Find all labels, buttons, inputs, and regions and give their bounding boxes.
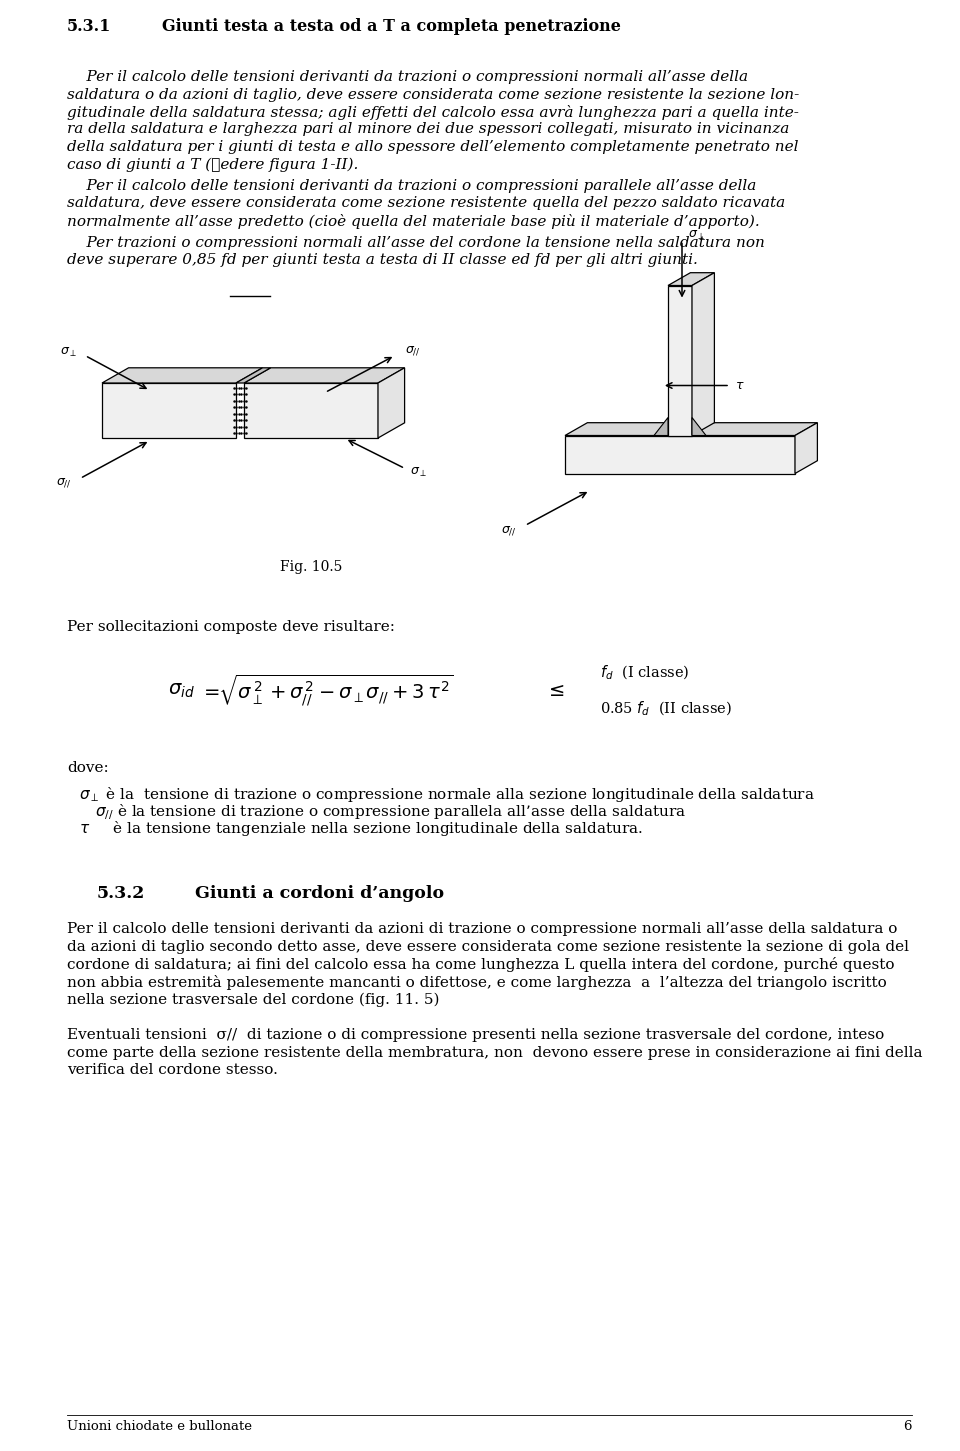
Text: $\sigma_{//}$: $\sigma_{//}$ bbox=[405, 344, 420, 357]
Text: $\sigma_{//}$ è la tensione di trazione o compressione parallela all’asse della : $\sigma_{//}$ è la tensione di trazione … bbox=[95, 802, 686, 823]
Text: $\sigma_{//}$: $\sigma_{//}$ bbox=[501, 524, 517, 537]
Text: $\leq$: $\leq$ bbox=[545, 681, 565, 699]
Polygon shape bbox=[654, 418, 668, 435]
Text: della saldatura per i giunti di testa e allo spessore dell’elemento completament: della saldatura per i giunti di testa e … bbox=[67, 139, 799, 154]
Text: deve superare 0,85 fd per giunti testa a testa di II classe ed fd per gli altri : deve superare 0,85 fd per giunti testa a… bbox=[67, 252, 698, 267]
Text: caso di giunti a T (☆edere figura 1-II).: caso di giunti a T (☆edere figura 1-II). bbox=[67, 158, 358, 171]
Text: gitudinale della saldatura stessa; agli effetti del calcolo essa avrà lunghezza : gitudinale della saldatura stessa; agli … bbox=[67, 104, 799, 120]
Text: dove:: dove: bbox=[67, 760, 108, 775]
Text: normalmente all’asse predetto (cioè quella del materiale base più il materiale d: normalmente all’asse predetto (cioè quel… bbox=[67, 213, 759, 229]
Polygon shape bbox=[565, 435, 795, 473]
Text: $\sigma_{id}$: $\sigma_{id}$ bbox=[168, 681, 195, 699]
Text: $\sigma_\perp$: $\sigma_\perp$ bbox=[688, 229, 706, 242]
Text: $\sigma_\perp$ è la  tensione di trazione o compressione normale alla sezione lo: $\sigma_\perp$ è la tensione di trazione… bbox=[79, 785, 815, 804]
Text: 5.3.2: 5.3.2 bbox=[97, 885, 145, 901]
Polygon shape bbox=[102, 383, 236, 438]
Text: non abbia estremità palesemente mancanti o difettose, e come larghezza  a  l’alt: non abbia estremità palesemente mancanti… bbox=[67, 975, 887, 990]
Text: $\sigma_\perp$: $\sigma_\perp$ bbox=[410, 466, 427, 479]
Text: Per il calcolo delle tensioni derivanti da trazioni o compressioni normali all’a: Per il calcolo delle tensioni derivanti … bbox=[67, 70, 748, 84]
Text: $\sqrt{\sigma_\perp^{\,2}+\sigma_{//}^{\,2}-\sigma_\perp\sigma_{//}+3\,\tau^2}$: $\sqrt{\sigma_\perp^{\,2}+\sigma_{//}^{\… bbox=[218, 672, 454, 708]
Polygon shape bbox=[565, 422, 817, 435]
Text: come parte della sezione resistente della membratura, non  devono essere prese i: come parte della sezione resistente dell… bbox=[67, 1046, 923, 1059]
Polygon shape bbox=[244, 367, 404, 383]
Text: saldatura, deve essere considerata come sezione resistente quella del pezzo sald: saldatura, deve essere considerata come … bbox=[67, 196, 785, 210]
Text: Per sollecitazioni composte deve risultare:: Per sollecitazioni composte deve risulta… bbox=[67, 621, 395, 634]
Polygon shape bbox=[668, 273, 714, 286]
Text: Giunti a cordoni d’angolo: Giunti a cordoni d’angolo bbox=[195, 885, 444, 901]
Text: ra della saldatura e larghezza pari al minore dei due spessori collegati, misura: ra della saldatura e larghezza pari al m… bbox=[67, 122, 789, 136]
Polygon shape bbox=[244, 383, 378, 438]
Text: $=$: $=$ bbox=[200, 681, 220, 699]
Text: cordone di saldatura; ai fini del calcolo essa ha come lunghezza L quella intera: cordone di saldatura; ai fini del calcol… bbox=[67, 958, 895, 972]
Text: verifica del cordone stesso.: verifica del cordone stesso. bbox=[67, 1064, 277, 1077]
Text: da azioni di taglio secondo detto asse, deve essere considerata come sezione res: da azioni di taglio secondo detto asse, … bbox=[67, 940, 909, 953]
Text: Per il calcolo delle tensioni derivanti da trazioni o compressioni parallele all: Per il calcolo delle tensioni derivanti … bbox=[67, 178, 756, 193]
Polygon shape bbox=[795, 422, 817, 473]
Text: $\sigma_\perp$: $\sigma_\perp$ bbox=[60, 345, 77, 358]
Text: $\tau$: $\tau$ bbox=[735, 379, 745, 392]
Text: 6: 6 bbox=[903, 1421, 912, 1434]
Text: $f_d$  (I classe): $f_d$ (I classe) bbox=[600, 663, 689, 682]
Polygon shape bbox=[378, 367, 404, 438]
Polygon shape bbox=[692, 273, 714, 435]
Text: Eventuali tensioni  σ//  di tazione o di compressione presenti nella sezione tra: Eventuali tensioni σ// di tazione o di c… bbox=[67, 1027, 884, 1042]
Text: $\sigma_{//}$: $\sigma_{//}$ bbox=[57, 476, 72, 489]
Polygon shape bbox=[692, 418, 706, 435]
Text: 5.3.1: 5.3.1 bbox=[67, 17, 111, 35]
Text: Fig. 10.5: Fig. 10.5 bbox=[280, 560, 343, 575]
Text: Giunti testa a testa od a T a completa penetrazione: Giunti testa a testa od a T a completa p… bbox=[162, 17, 621, 35]
Polygon shape bbox=[668, 286, 692, 435]
Text: nella sezione trasversale del cordone (fig. 11. 5): nella sezione trasversale del cordone (f… bbox=[67, 992, 440, 1007]
Text: Per il calcolo delle tensioni derivanti da azioni di trazione o compressione nor: Per il calcolo delle tensioni derivanti … bbox=[67, 923, 898, 936]
Polygon shape bbox=[236, 367, 271, 383]
Text: Unioni chiodate e bullonate: Unioni chiodate e bullonate bbox=[67, 1421, 252, 1434]
Polygon shape bbox=[102, 367, 263, 383]
Text: Per trazioni o compressioni normali all’asse del cordone la tensione nella salda: Per trazioni o compressioni normali all’… bbox=[67, 235, 765, 250]
Text: 0.85 $f_d$  (II classe): 0.85 $f_d$ (II classe) bbox=[600, 699, 732, 718]
Text: saldatura o da azioni di taglio, deve essere considerata come sezione resistente: saldatura o da azioni di taglio, deve es… bbox=[67, 87, 800, 102]
Text: $\tau$     è la tensione tangenziale nella sezione longitudinale della saldatura: $\tau$ è la tensione tangenziale nella s… bbox=[79, 820, 643, 839]
